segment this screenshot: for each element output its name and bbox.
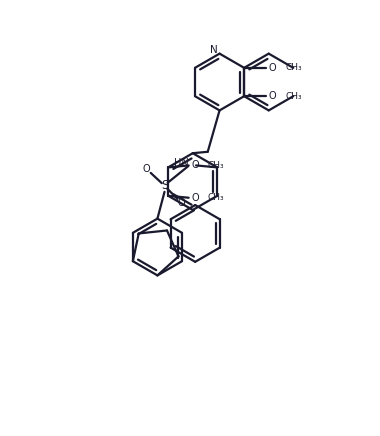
Text: O: O [178,198,185,208]
Text: O: O [192,160,199,170]
Text: O: O [143,164,150,174]
Text: CH₃: CH₃ [207,193,224,202]
Text: S: S [161,180,168,192]
Text: CH₃: CH₃ [207,161,224,170]
Text: CH₃: CH₃ [285,63,302,72]
Text: O: O [192,193,199,203]
Text: O: O [269,91,276,101]
Text: N: N [210,45,217,55]
Text: CH₃: CH₃ [285,92,302,101]
Text: HN: HN [174,158,189,168]
Text: O: O [269,63,276,73]
